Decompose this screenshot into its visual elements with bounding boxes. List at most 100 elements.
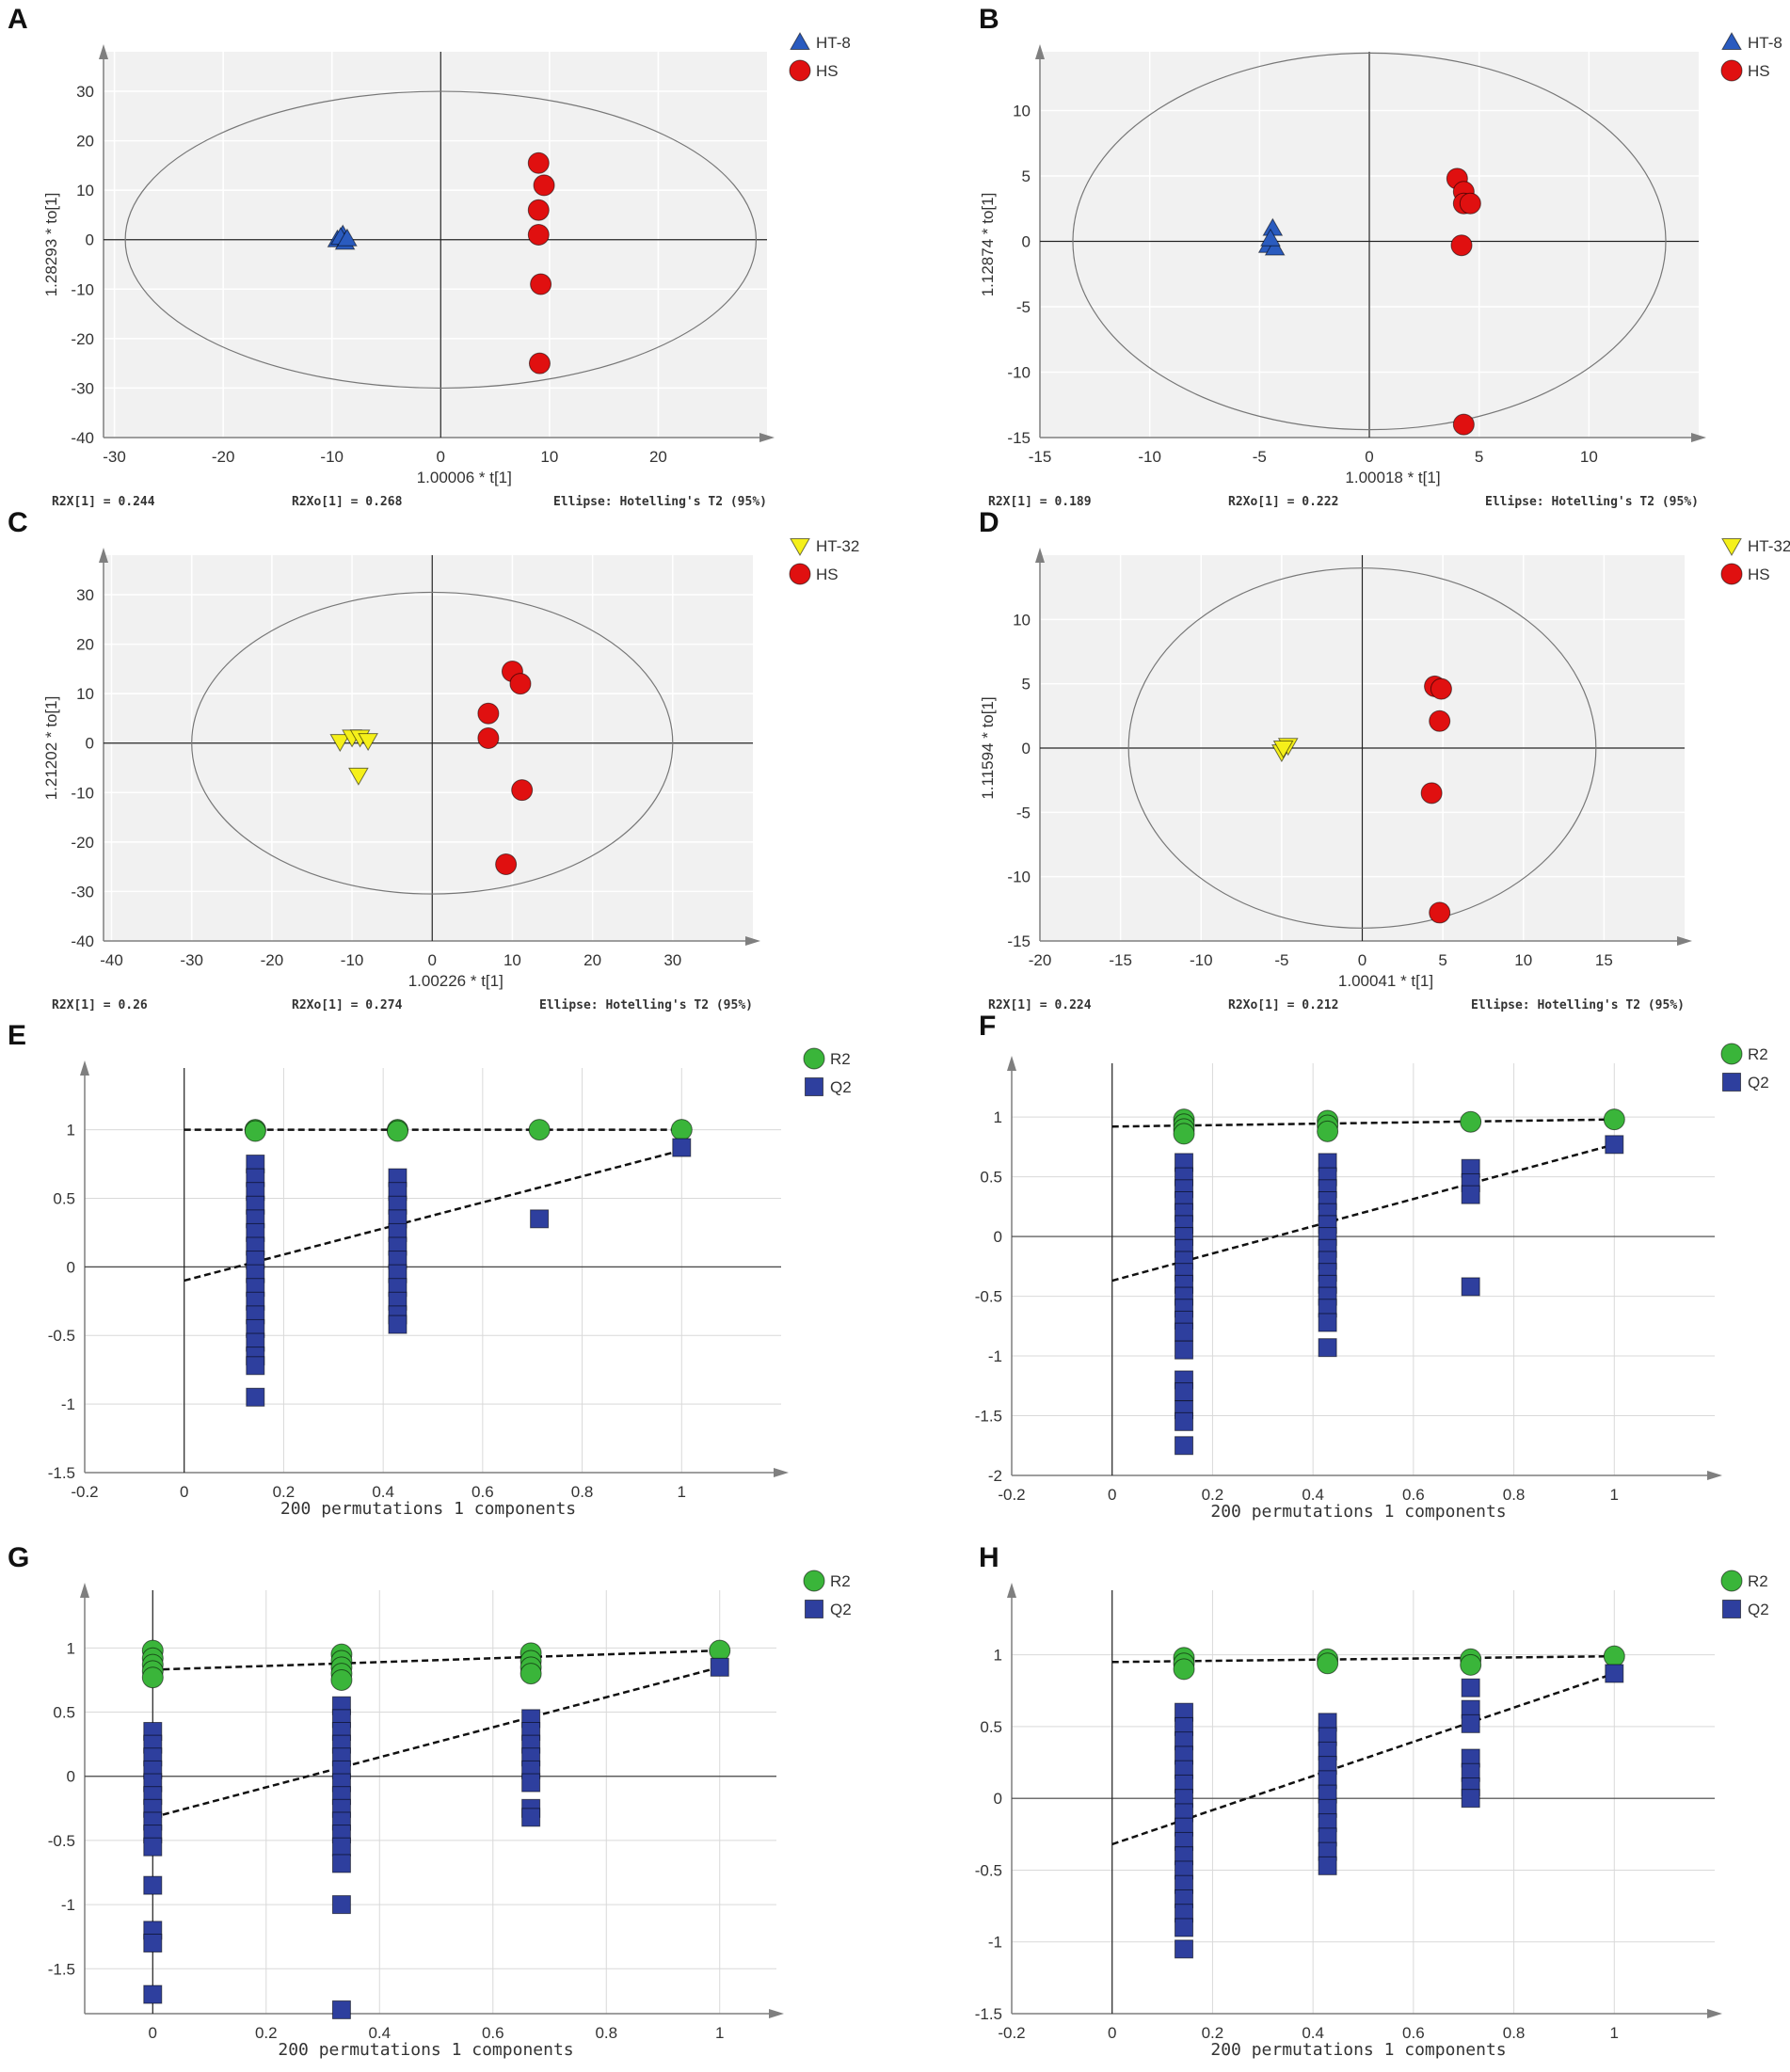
x-tick-label: 0.4: [368, 2024, 391, 2042]
data-point-q2: [246, 1356, 265, 1376]
legend-item-q2: Q2: [805, 1077, 852, 1096]
legend-item-ht-32: HT-32: [1721, 537, 1790, 557]
y-axis-arrow: [80, 1583, 89, 1598]
y-tick-label: 1: [67, 1122, 75, 1140]
x-tick-label: 10: [1514, 951, 1532, 969]
data-point-r2: [1603, 1108, 1625, 1131]
y-tick-label: 1: [994, 1108, 1002, 1126]
data-point-q2: [530, 1209, 550, 1229]
y-tick-label: -1: [61, 1395, 75, 1413]
y-tick-label: 0: [994, 1228, 1002, 1246]
x-axis-arrow: [1691, 433, 1706, 442]
legend-label: HS: [1748, 566, 1770, 583]
data-point-hs: [509, 673, 532, 695]
data-point-ht-32: [1272, 741, 1294, 759]
series-ht-8: [1257, 217, 1286, 256]
data-point-hs: [511, 779, 534, 802]
y-axis-label: 1.11594 * to[1]: [979, 696, 997, 799]
x-axis-label: 1.00226 * t[1]: [408, 972, 503, 990]
y-axis-label: 1.21202 * to[1]: [42, 696, 60, 801]
data-point-hs: [527, 151, 550, 174]
data-point-hs: [528, 352, 551, 375]
data-point-r2: [1460, 1653, 1482, 1676]
data-point-q2: [1175, 1918, 1194, 1937]
panel-label: D: [979, 507, 999, 538]
r2-regression-line: [1111, 1654, 1615, 1664]
y-tick-label: 0: [86, 231, 94, 249]
x-tick-label: 0.6: [1402, 1486, 1425, 1504]
x-tick-label: 30: [663, 951, 681, 969]
y-tick-label: 0.5: [980, 1169, 1002, 1187]
y-tick-label: 20: [76, 133, 94, 151]
y-tick-label: 20: [76, 636, 94, 654]
legend-marker-q2: [1722, 1073, 1741, 1092]
x-tick-label: 1: [715, 2024, 724, 2042]
x-tick-label: -0.2: [998, 2024, 1025, 2042]
x-tick-label: 5: [1438, 951, 1446, 969]
x-tick-label: -10: [1190, 951, 1213, 969]
x-tick-label: 20: [649, 448, 667, 466]
y-tick-label: -5: [1016, 804, 1031, 821]
legend-marker-hs: [789, 563, 811, 585]
data-point-q2: [143, 1875, 163, 1895]
legend-marker-hs: [789, 59, 811, 82]
y-tick-label: -2: [988, 1467, 1002, 1485]
legend-item-r2: R2: [803, 1570, 851, 1592]
data-point-q2: [1318, 1313, 1337, 1332]
y-tick-label: -30: [71, 379, 94, 397]
x-axis-label: 200 permutations 1 components: [278, 2040, 573, 2060]
r2xo-stat: R2Xo[1] = 0.274: [292, 998, 403, 1012]
y-tick-label: -1: [988, 1347, 1002, 1365]
legend-marker-r2: [803, 1570, 825, 1592]
panel-g: G 0 0.2 0.4 0.6 0.8 1 -1.5 -1 -0.5 0 0.5 1 200 permut…: [8, 1542, 852, 2060]
x-tick-label: -20: [212, 448, 235, 466]
legend-label: HT-8: [816, 34, 851, 52]
data-point-hs: [1459, 192, 1481, 215]
x-tick-label: 0.8: [571, 1483, 594, 1501]
data-point-hs: [1452, 413, 1475, 436]
x-tick-label: 0: [180, 1483, 188, 1501]
y-tick-label: -10: [1007, 869, 1031, 886]
data-point-q2: [1605, 1135, 1624, 1155]
q2-regression-line: [1111, 1143, 1615, 1283]
r2x-stat: R2X[1] = 0.244: [52, 495, 155, 509]
legend-label: Q2: [1748, 1074, 1769, 1092]
x-axis-arrow: [1707, 1471, 1722, 1480]
x-axis-label: 200 permutations 1 components: [1210, 2040, 1506, 2060]
y-tick-label: -15: [1007, 429, 1031, 447]
data-point-hs: [530, 273, 552, 295]
series-r2: [244, 1119, 693, 1142]
data-point-hs: [527, 223, 550, 246]
panel-label: G: [8, 1542, 29, 1573]
legend-label: HS: [1748, 62, 1770, 80]
y-axis-arrow: [1007, 1056, 1016, 1071]
panel-e: E -0.2 0 0.2 0.4 0.6 0.8 1 -1.5 -1 -0.5 0 0.5 1 200 pe…: [8, 1020, 852, 1519]
y-tick-label: 30: [76, 83, 94, 101]
y-tick-label: -20: [71, 330, 94, 348]
x-tick-label: -5: [1274, 951, 1288, 969]
data-point-hs: [533, 174, 555, 197]
y-axis-arrow: [1007, 1583, 1016, 1598]
legend-label: Q2: [830, 1078, 852, 1096]
q2-regression-line: [152, 1666, 721, 1819]
data-point-r2: [244, 1120, 266, 1142]
data-point-r2: [1317, 1652, 1339, 1675]
legend-marker-hs: [1720, 563, 1743, 585]
x-tick-label: -30: [180, 951, 203, 969]
y-tick-label: 0.5: [53, 1189, 75, 1207]
r2xo-stat: R2Xo[1] = 0.222: [1228, 495, 1338, 509]
series-q2: [1175, 1135, 1624, 1456]
data-point-hs: [1429, 901, 1451, 924]
y-tick-label: 10: [1013, 103, 1031, 120]
legend-item-hs: HS: [789, 563, 839, 585]
legend-item-ht-32: HT-32: [790, 537, 859, 557]
legend-item-ht-8: HT-8: [790, 31, 851, 52]
y-axis-arrow: [80, 1060, 89, 1076]
series-hs: [477, 661, 534, 876]
data-point-r2: [1173, 1123, 1195, 1145]
x-tick-label: 20: [583, 951, 601, 969]
x-axis-arrow: [769, 2009, 784, 2018]
panel-label: C: [8, 507, 28, 538]
x-tick-label: -10: [1138, 448, 1161, 466]
